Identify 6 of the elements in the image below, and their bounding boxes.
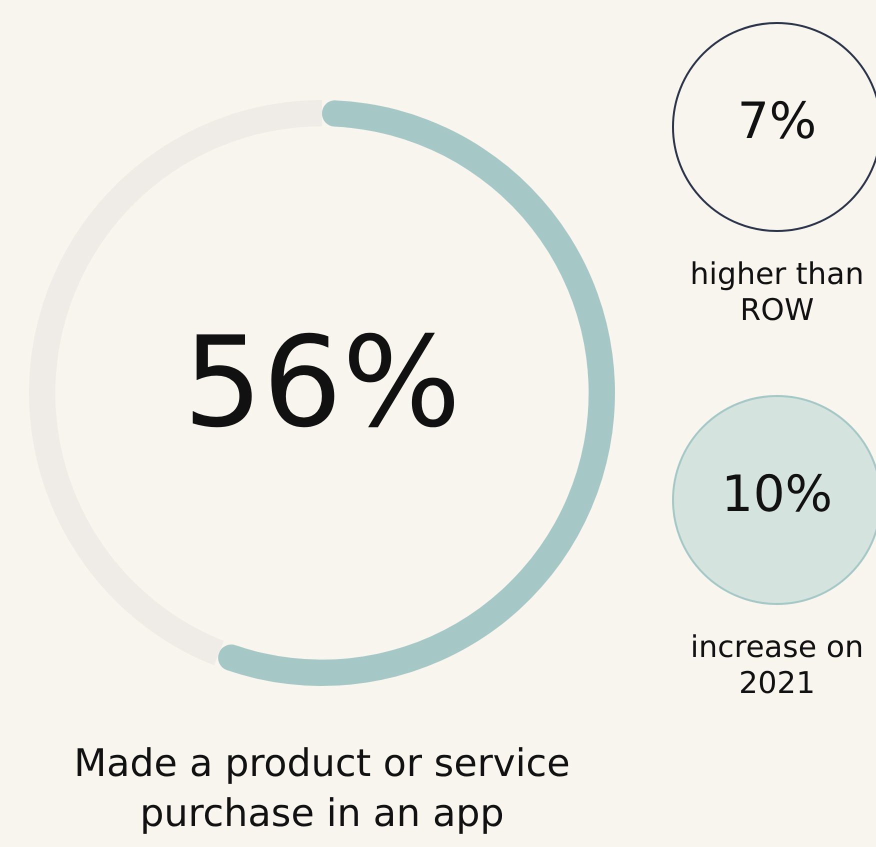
text: 10%: [720, 465, 834, 523]
text: increase on 2021: [689, 630, 865, 702]
text: higher than ROW: [689, 257, 865, 329]
text: 56%: [183, 310, 461, 456]
text: Made a product or service purchase in an app: [72, 740, 572, 837]
text: 7%: [736, 92, 818, 150]
